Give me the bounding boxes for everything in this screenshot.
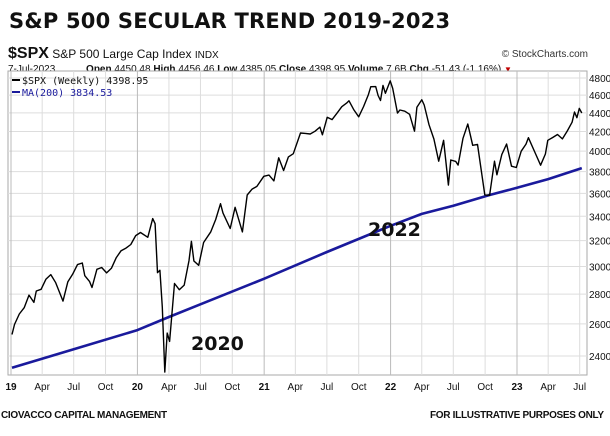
y-tick-label: 4800 [589, 74, 610, 85]
index-name: S&P 500 Large Cap Index [52, 47, 192, 61]
ohlc-line: 7-Jul-2023 Open 4450.48 High 4456.46 Low… [8, 64, 596, 75]
y-tick-label: 3000 [589, 262, 610, 273]
open-value: 4450.48 [114, 64, 151, 75]
y-tick-label: 3800 [589, 168, 610, 179]
open-label: Open [86, 64, 112, 75]
y-tick-label: 4400 [589, 109, 610, 120]
x-tick-label: Jul [573, 382, 586, 393]
x-tick-label: Apr [540, 382, 556, 393]
volume-value: 7.6B [386, 64, 407, 75]
y-tick-label: 2600 [589, 320, 610, 331]
legend-entry: $SPX (Weekly) 4398.95 [22, 76, 148, 87]
y-tick-label: 3400 [589, 212, 610, 223]
x-tick-label: 20 [132, 382, 144, 393]
down-arrow-icon: ▼ [503, 65, 512, 74]
volume-label: Volume [347, 64, 384, 75]
low-label: Low [217, 64, 238, 75]
x-tick-label: Apr [161, 382, 177, 393]
close-value: 4398.95 [309, 64, 346, 75]
symbol-line: $SPX S&P 500 Large Cap Index INDX [8, 45, 219, 63]
plot-area [7, 70, 588, 376]
y-tick-label: 4000 [589, 147, 610, 158]
y-tick-label: 2800 [589, 290, 610, 301]
x-tick-label: 22 [385, 382, 397, 393]
y-tick-label: 3200 [589, 237, 610, 248]
y-tick-label: 4600 [589, 91, 610, 102]
x-tick-label: 23 [511, 382, 523, 393]
footer-right: FOR ILLUSTRATIVE PURPOSES ONLY [430, 410, 604, 421]
ma200-line [11, 166, 583, 370]
x-tick-label: 21 [259, 382, 271, 393]
symbol: $SPX [8, 45, 49, 62]
x-tick-label: Jul [447, 382, 460, 393]
x-tick-label: Oct [351, 382, 367, 393]
x-tick-label: Jul [320, 382, 333, 393]
x-tick-label: Apr [288, 382, 304, 393]
high-label: High [153, 64, 176, 75]
x-tick-label: Apr [414, 382, 430, 393]
x-tick-label: Jul [194, 382, 207, 393]
y-tick-label: 2400 [589, 352, 610, 363]
source-credit: © StockCharts.com [501, 49, 588, 60]
chg-label: Chg [409, 64, 429, 75]
annotation-label: 2022 [368, 219, 421, 241]
y-tick-label: 4200 [589, 128, 610, 139]
close-label: Close [278, 64, 307, 75]
annotation-label: 2020 [191, 333, 244, 355]
x-tick-label: Oct [225, 382, 241, 393]
exchange: INDX [194, 50, 219, 61]
legend-entry: MA(200) 3834.53 [22, 88, 112, 99]
low-value: 4385.05 [240, 64, 277, 75]
x-tick-label: Apr [34, 382, 50, 393]
high-value: 4456.46 [178, 64, 215, 75]
x-tick-label: Oct [477, 382, 493, 393]
footer-left: CIOVACCO CAPITAL MANAGEMENT [1, 410, 167, 421]
spx-price-line [11, 80, 583, 373]
x-tick-label: Jul [67, 382, 80, 393]
date: 7-Jul-2023 [8, 64, 56, 75]
chart-title: S&P 500 SECULAR TREND 2019-2023 [9, 9, 451, 33]
x-tick-label: Oct [98, 382, 114, 393]
x-tick-label: 19 [5, 382, 17, 393]
chg-value: -51.43 (-1.16%) [431, 64, 502, 75]
y-tick-label: 3600 [589, 189, 610, 200]
